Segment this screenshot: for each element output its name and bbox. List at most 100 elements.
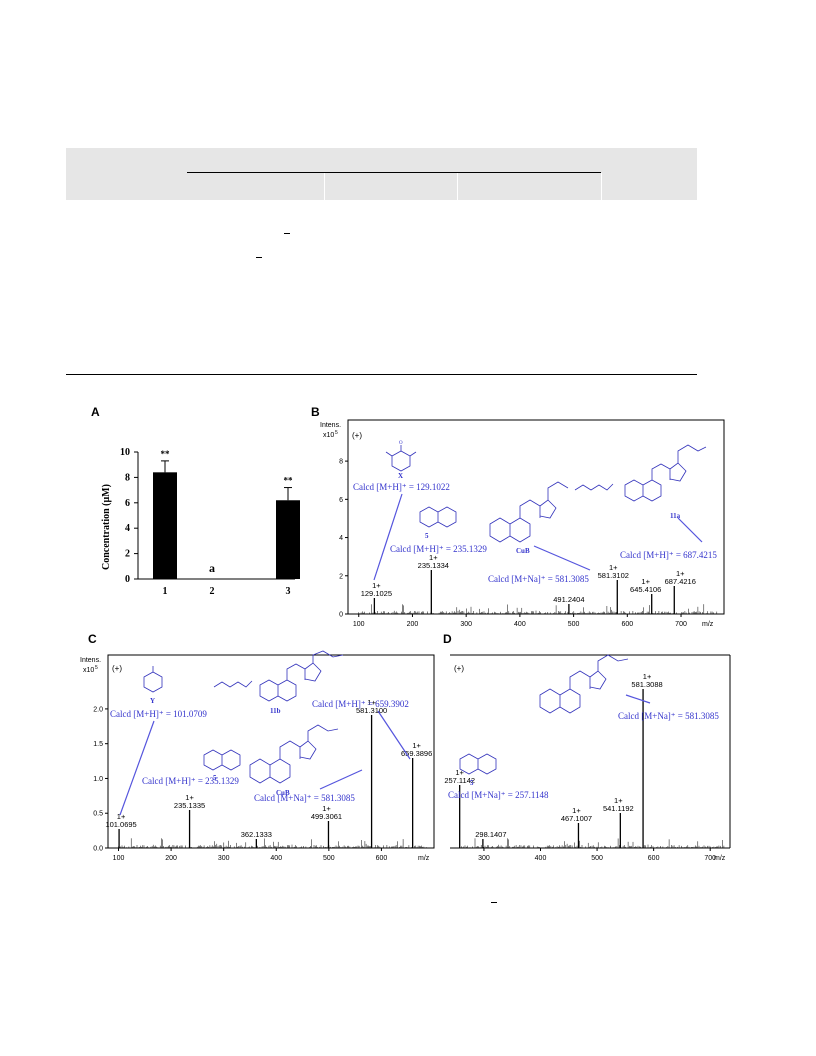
peak-mz-label: 659.3896: [401, 749, 432, 758]
peak-mz-label: 645.4106: [630, 585, 661, 594]
y-tick-label: 0.0: [93, 846, 103, 853]
x-unit: m/z: [714, 855, 726, 862]
x-tick-label: 400: [514, 621, 526, 628]
structure-5: 5: [459, 753, 497, 787]
peak-mz-label: 581.3088: [631, 680, 662, 689]
svg-text:O: O: [399, 441, 403, 446]
x-tick-label: 300: [218, 855, 230, 862]
table-ghost-mark: [256, 257, 262, 258]
annotation-x: Calcd [M+H]⁺ = 129.1022: [353, 482, 450, 492]
structure-11a: 11a: [574, 444, 707, 520]
peak-charge-label: 1+: [117, 812, 126, 821]
svg-text:Y: Y: [150, 697, 155, 705]
svg-text:5: 5: [470, 779, 474, 787]
peak-charge-label: 1+: [609, 563, 618, 572]
panel-label-c: C: [88, 632, 97, 646]
structure-cub: CuB: [489, 481, 569, 555]
x-tick-label: 1: [163, 586, 168, 597]
structure-cub: [539, 654, 629, 714]
panel-a-bar-chart: 0 2 4 6 8 10 ** 1 a 2 ** 3 Concentration (μM): [101, 447, 300, 597]
y-tick-label: 2.0: [93, 706, 103, 713]
plot-frame: [107, 654, 435, 849]
peak-mz-label: 298.1407: [475, 830, 506, 839]
panel-d-mass-spectrum: (+) m/z 300 400 500 600 700 1+257.1142298.14…: [444, 654, 731, 862]
y-tick-label: 4: [125, 523, 130, 534]
peak-mz-label: 257.1142: [444, 776, 475, 785]
peak-charge-label: 1+: [643, 672, 652, 681]
bar: [153, 472, 177, 579]
x-tick-label: 100: [113, 855, 125, 862]
panel-label-b: B: [311, 405, 320, 419]
intensity-label: Intens.: [80, 657, 101, 664]
x-unit: m/z: [418, 855, 430, 862]
arrow: [377, 710, 411, 760]
svg-text:CuB: CuB: [276, 789, 290, 797]
x-tick-label: 300: [460, 621, 472, 628]
y-tick-label: 4: [339, 535, 343, 542]
annotation-cub: Calcd [M+Na]⁺ = 581.3085: [254, 793, 355, 803]
x-tick-label: 400: [535, 855, 547, 862]
svg-text:CuB: CuB: [516, 547, 530, 555]
x-tick-label: 100: [353, 621, 365, 628]
peak-charge-label: 1+: [614, 796, 623, 805]
peak-mz-label: 101.0695: [105, 820, 136, 829]
table-column-divider: [457, 173, 458, 200]
peak-mz-label: 541.1192: [603, 804, 634, 813]
peak-charge-label: 1+: [676, 569, 685, 578]
svg-text:11a: 11a: [670, 512, 681, 520]
intensity-scale: x10: [83, 667, 94, 674]
panel-c-mass-spectrum: Intens. x10 5 (+) m/z 100 200 300 400 500 600…: [80, 650, 435, 862]
peak-mz-label: 129.1025: [361, 589, 392, 598]
arrow: [373, 493, 403, 581]
intensity-scale: x10: [323, 432, 334, 439]
annotation-y: Calcd [M+H]⁺ = 101.0709: [110, 709, 207, 719]
annotation-11b: Calcd [M+H]⁺ = 659.3902: [312, 699, 409, 709]
ion-mode: (+): [352, 431, 362, 440]
bar: [276, 500, 300, 579]
annotation-5: Calcd [M+Na]⁺ = 257.1148: [448, 790, 549, 800]
peak-charge-label: 1+: [185, 793, 194, 802]
peak-mz-label: 581.3102: [598, 571, 629, 580]
annotation-11a: Calcd [M+H]⁺ = 687.4215: [620, 550, 717, 560]
x-tick-label: 200: [407, 621, 419, 628]
table-column-divider: [601, 173, 602, 200]
x-tick-label: 3: [286, 586, 291, 597]
peak-mz-label: 235.1335: [174, 801, 205, 810]
peak-mz-label: 687.4216: [665, 577, 696, 586]
x-tick-label: 2: [210, 586, 215, 597]
x-tick-label: 600: [376, 855, 388, 862]
svg-text:5: 5: [213, 774, 217, 782]
peak-charge-label: 1+: [641, 577, 650, 586]
peak-charge-label: 1+: [372, 581, 381, 590]
structure-5: 5: [203, 749, 241, 782]
annotation-5: Calcd [M+H]⁺ = 235.1329: [142, 776, 239, 786]
peak-charge-label: 1+: [429, 553, 438, 562]
ion-mode: (+): [112, 664, 122, 673]
panel-b-mass-spectrum: Intens. x10 5 (+) m/z 100 200 300 400 500 600…: [320, 419, 725, 628]
panel-label-d: D: [443, 632, 452, 646]
peak-charge-label: 1+: [455, 768, 464, 777]
x-tick-label: 500: [323, 855, 335, 862]
x-tick-label: 700: [704, 855, 716, 862]
x-unit: m/z: [702, 621, 714, 628]
section-rule: [66, 374, 697, 375]
annotation-cub: Calcd [M+Na]⁺ = 581.3085: [618, 711, 719, 721]
peak-charge-label: 1+: [572, 806, 581, 815]
table-header-band: [66, 148, 697, 200]
ion-mode: (+): [454, 664, 464, 673]
peak-mz-label: 362.1333: [241, 830, 272, 839]
panel-label-a: A: [91, 405, 100, 419]
baseline-noise: [461, 838, 725, 848]
peak-mz-label: 235.1334: [418, 561, 449, 570]
y-tick-label: 0: [339, 612, 343, 619]
y-tick-label: 0.5: [93, 811, 103, 818]
svg-text:11b: 11b: [270, 707, 281, 715]
peak-charge-label: 1+: [367, 698, 376, 707]
svg-text:5: 5: [425, 532, 429, 540]
arrow: [319, 769, 363, 790]
annotation-5: Calcd [M+H]⁺ = 235.1329: [390, 544, 487, 554]
table-header-rule: [187, 172, 601, 173]
y-axis-label: Concentration (μM): [101, 484, 112, 570]
svg-text:X: X: [398, 472, 403, 480]
structure-cub: CuB: [249, 724, 339, 797]
